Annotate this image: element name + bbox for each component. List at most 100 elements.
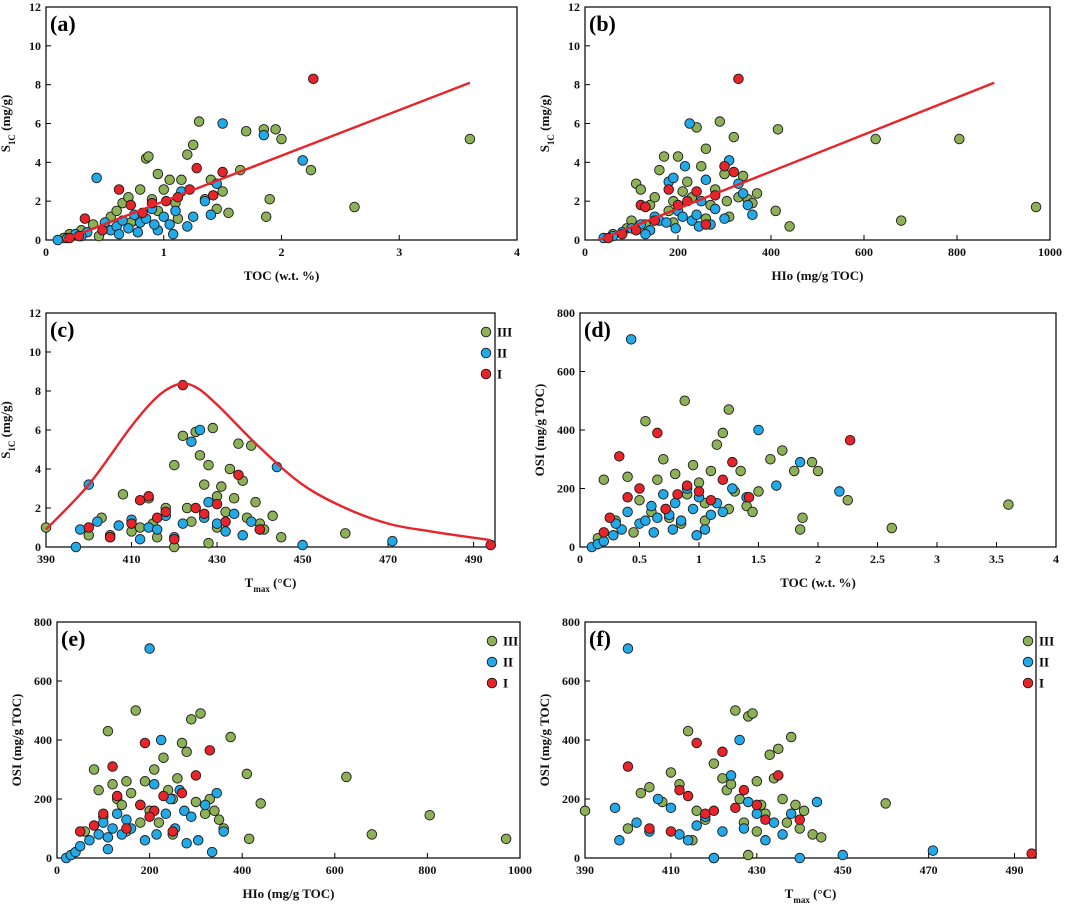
data-point-II — [652, 793, 664, 805]
data-point-II — [682, 835, 694, 846]
panel-f: 390 410 430 450 470 490 0 200 400 600 800 Tmax (°C)… — [537, 615, 1054, 905]
data-point-I — [614, 451, 625, 462]
y-tick-label: 12 — [568, 0, 580, 14]
data-point-II — [151, 524, 163, 535]
data-point-III — [640, 415, 651, 427]
data-point-II — [92, 516, 103, 527]
y-tick-label: 12 — [29, 306, 41, 320]
data-point-I — [104, 532, 116, 543]
y-tick-label: 0 — [35, 233, 41, 247]
data-point-II — [669, 497, 681, 509]
x-tick-label: 1000 — [508, 863, 532, 877]
data-point-II — [811, 796, 823, 808]
data-point-III — [654, 164, 665, 176]
data-point-III — [176, 174, 187, 186]
data-point-II — [194, 424, 206, 436]
y-tick-label: 200 — [562, 792, 580, 806]
x-tick-label: 1 — [161, 245, 167, 259]
y-tick-label: 600 — [557, 365, 575, 379]
y-axis-label: OSI (mg/g TOC) — [532, 384, 547, 477]
y-tick-label: 2 — [574, 194, 580, 208]
legend-marker-I — [480, 368, 492, 380]
data-point-III — [153, 817, 165, 828]
data-point-I — [134, 494, 146, 506]
label-part: max — [253, 584, 270, 594]
x-tick-label: 470 — [920, 863, 938, 877]
x-axis-label: TOC (w.t. %) — [244, 268, 320, 283]
y-tick-label: 0 — [574, 233, 580, 247]
data-point-I — [708, 805, 720, 817]
data-point-II — [237, 530, 248, 541]
data-point-I — [634, 483, 645, 494]
label-part: (mg/g) — [0, 95, 13, 134]
data-point-II — [70, 541, 82, 553]
data-point-II — [760, 835, 771, 846]
data-point-III — [634, 494, 645, 506]
data-point-I — [158, 790, 169, 802]
y-tick-label: 6 — [574, 117, 580, 131]
data-point-I — [207, 190, 219, 201]
x-tick-label: 1 — [696, 552, 702, 566]
x-tick-label: 4 — [514, 245, 520, 259]
data-point-I — [598, 527, 610, 538]
data-point-III — [665, 767, 677, 778]
y-tick-label: 12 — [29, 0, 41, 14]
data-point-I — [652, 427, 663, 439]
data-point-III — [260, 211, 272, 222]
data-point-III — [240, 126, 252, 137]
x-tick-label: 0 — [54, 863, 60, 877]
data-point-II — [211, 787, 222, 799]
data-point-II — [206, 846, 218, 858]
data-point-III — [770, 205, 781, 217]
data-point-I — [773, 770, 784, 781]
x-tick-label: 2.5 — [870, 552, 885, 566]
data-point-II — [199, 799, 211, 811]
x-tick-label: 600 — [855, 245, 873, 259]
data-point-II — [661, 217, 672, 228]
data-point-III — [223, 207, 234, 219]
data-point-III — [708, 758, 720, 769]
data-point-III — [658, 454, 669, 465]
data-point-II — [691, 820, 702, 831]
data-point-II — [598, 535, 610, 547]
data-point-III — [794, 823, 806, 834]
data-point-III — [737, 170, 749, 182]
data-point-III — [886, 522, 898, 534]
y-tick-label: 0 — [569, 540, 575, 554]
label-part: OSI (mg/g TOC) — [9, 694, 24, 787]
y-tick-label: 6 — [35, 117, 41, 131]
data-point-III — [644, 781, 655, 793]
label-part: 1C — [7, 441, 17, 452]
data-point-I — [198, 508, 210, 520]
data-point-III — [649, 192, 661, 203]
data-point-I — [691, 737, 702, 749]
data-point-III — [747, 708, 758, 719]
x-tick-label: 0 — [577, 552, 583, 566]
data-point-II — [102, 832, 114, 843]
data-point-I — [681, 480, 693, 491]
series-I — [74, 737, 216, 837]
data-point-III — [186, 516, 197, 527]
data-point-II — [670, 223, 681, 234]
label-part: T — [245, 575, 254, 590]
data-point-II — [144, 643, 155, 654]
data-point-III — [682, 725, 694, 737]
data-point-II — [102, 843, 114, 855]
data-point-III — [243, 833, 255, 845]
data-point-III — [723, 404, 735, 415]
data-point-III — [679, 395, 690, 407]
data-point-III — [182, 149, 193, 160]
data-point-III — [276, 133, 287, 145]
x-tick-label: 200 — [141, 863, 159, 877]
x-tick-label: 490 — [465, 552, 483, 566]
legend-label-III: III — [1039, 634, 1054, 649]
data-point-II — [622, 643, 634, 654]
data-point-III — [275, 532, 287, 543]
data-point-III — [730, 705, 741, 716]
x-axis-label: Tmax (°C) — [785, 886, 837, 905]
legend-label-III: III — [497, 325, 512, 340]
data-point-II — [167, 228, 179, 240]
data-point-III — [682, 176, 693, 187]
